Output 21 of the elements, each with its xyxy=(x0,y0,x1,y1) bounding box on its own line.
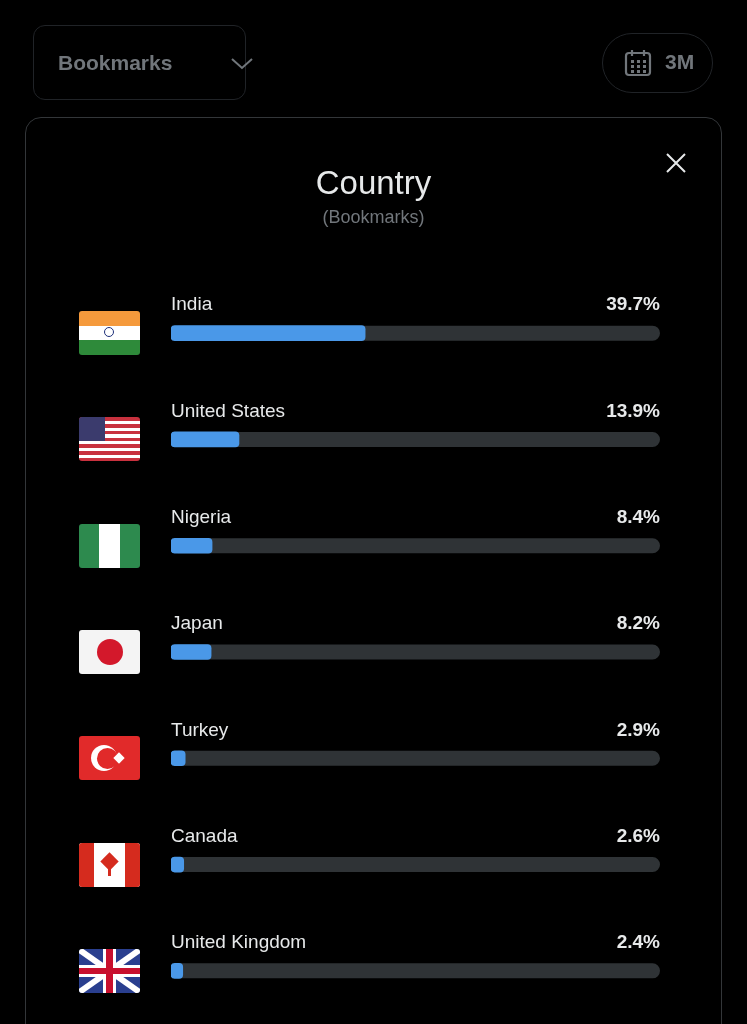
y-tick-label: Japan xyxy=(171,612,223,634)
data-label: 8.4% xyxy=(616,505,661,527)
y-tick-label: Nigeria xyxy=(171,505,232,527)
text: 3M xyxy=(665,50,695,74)
data-label: 2.4% xyxy=(616,931,661,953)
y-tick-label: Canada xyxy=(171,824,238,846)
data-label: 8.2% xyxy=(616,612,661,634)
data-label: 2.9% xyxy=(616,718,661,740)
chart-title: Country xyxy=(314,164,433,202)
data-label: 39.7% xyxy=(606,293,661,315)
y-tick-label: India xyxy=(171,293,213,315)
bar xyxy=(171,431,240,448)
data-label: 2.6% xyxy=(616,824,661,846)
y-tick-label: Turkey xyxy=(171,718,229,740)
data-label: 13.9% xyxy=(606,399,661,421)
chart-subtitle: (Bookmarks) xyxy=(321,207,426,228)
y-tick-label: United States xyxy=(171,399,286,421)
bar xyxy=(171,644,212,660)
y-tick-label: United Kingdom xyxy=(171,931,307,953)
bar xyxy=(171,537,213,554)
text: Bookmarks xyxy=(58,50,173,75)
